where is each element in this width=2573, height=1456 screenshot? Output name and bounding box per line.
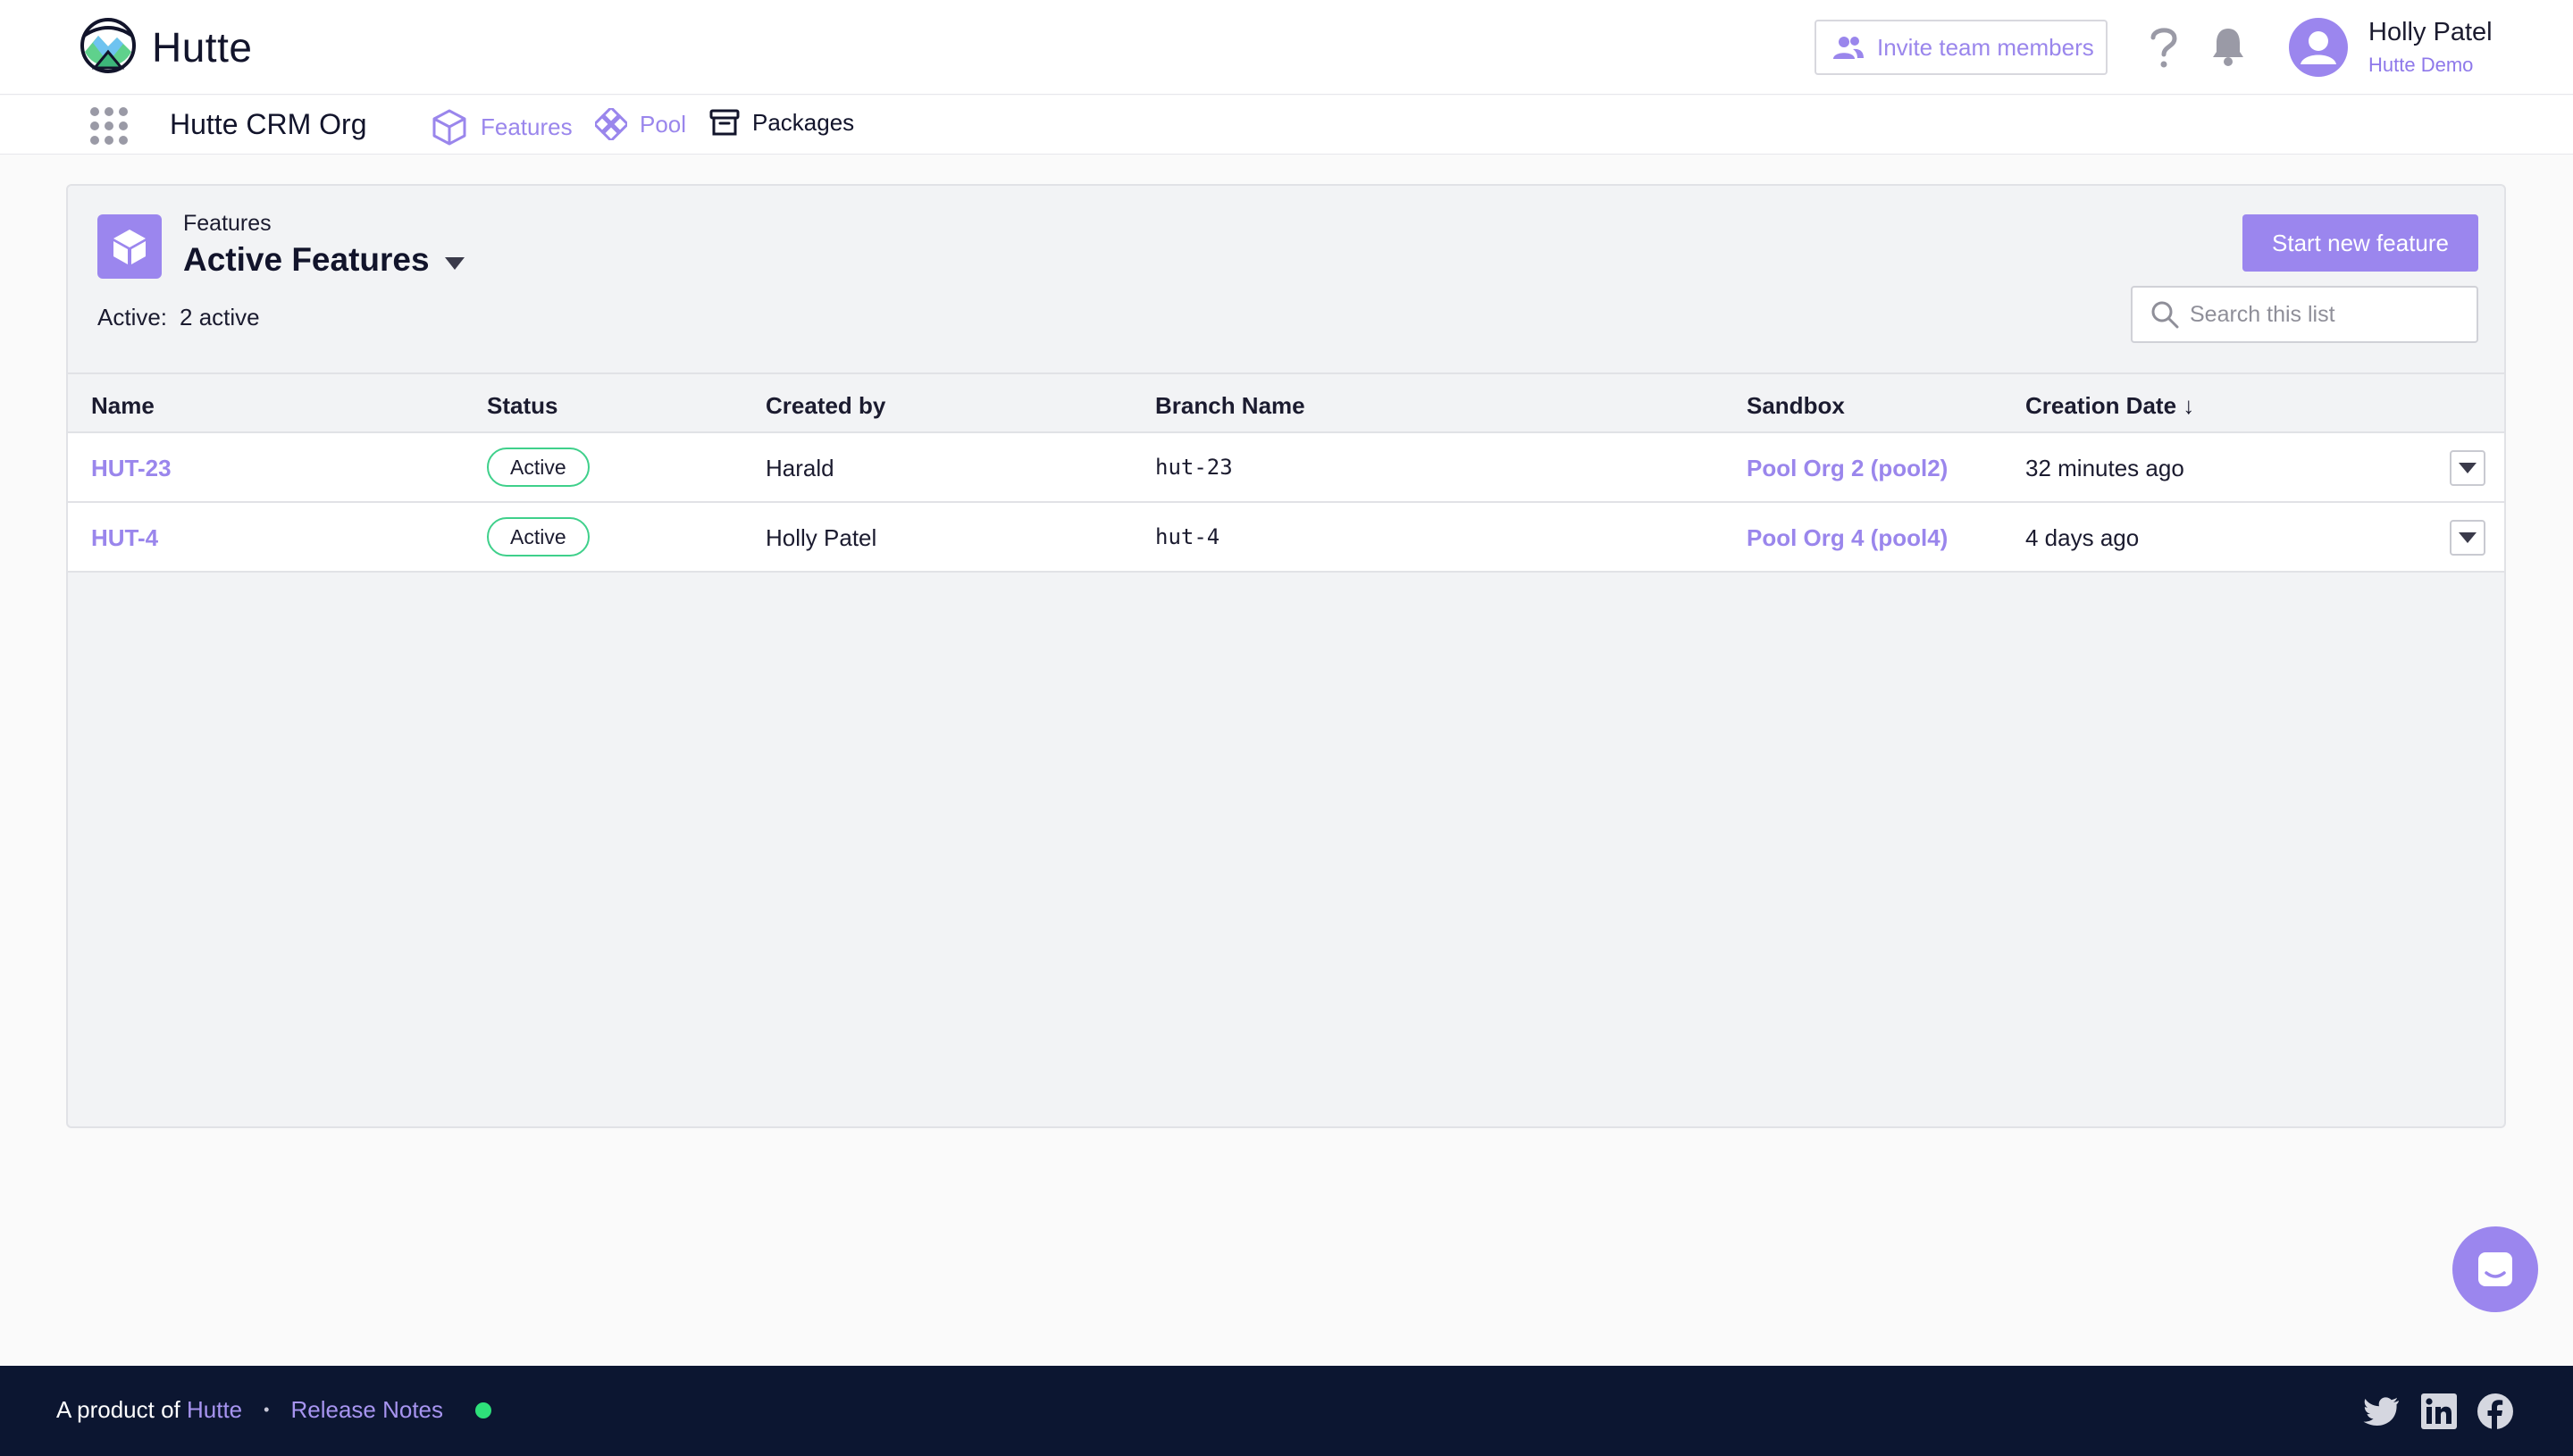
column-header-branch[interactable]: Branch Name	[1155, 392, 1305, 419]
start-new-feature-button[interactable]: Start new feature	[2242, 214, 2478, 272]
users-icon	[1833, 37, 1864, 59]
app-launcher-icon[interactable]	[89, 106, 129, 146]
package-icon	[709, 109, 740, 136]
nav-features[interactable]: Features	[431, 108, 573, 146]
linkedin-icon[interactable]	[2420, 1393, 2458, 1430]
top-header: Hutte Invite team members Holly Patel Hu…	[0, 0, 2573, 95]
branch-name: hut-4	[1155, 524, 1220, 549]
chat-icon	[2478, 1252, 2512, 1286]
table-header: Name Status Created by Branch Name Sandb…	[68, 372, 2504, 433]
status-badge: Active	[487, 517, 590, 556]
help-icon[interactable]	[2144, 23, 2183, 70]
caret-down-icon	[2459, 463, 2477, 473]
system-status-indicator	[475, 1402, 492, 1418]
active-count: Active: 2 active	[97, 304, 260, 331]
sandbox-link[interactable]: Pool Org 2 (pool2)	[1747, 455, 1949, 481]
caret-down-icon	[2459, 532, 2477, 543]
nav-packages[interactable]: Packages	[709, 108, 854, 137]
features-list-card: Features Active Features Active: 2 active…	[66, 184, 2506, 1128]
list-breadcrumb: Features	[183, 211, 272, 236]
table-row: HUT-4 Active Holly Patel hut-4 Pool Org …	[68, 503, 2504, 573]
features-badge	[97, 214, 162, 279]
creation-date: 4 days ago	[2025, 524, 2140, 551]
column-header-creation-date[interactable]: Creation Date ↓	[2025, 392, 2195, 419]
created-by: Holly Patel	[766, 524, 877, 551]
user-icon	[2301, 31, 2336, 64]
notifications-bell-icon[interactable]	[2210, 25, 2246, 68]
feature-name-link[interactable]: HUT-4	[91, 524, 159, 551]
status-badge: Active	[487, 448, 590, 487]
caret-down-icon[interactable]	[443, 255, 466, 272]
search-icon	[2151, 301, 2179, 329]
invite-label: Invite team members	[1877, 33, 2094, 61]
facebook-icon[interactable]	[2477, 1393, 2514, 1430]
column-header-name[interactable]: Name	[91, 392, 155, 419]
row-actions-button[interactable]	[2450, 450, 2485, 486]
release-notes-link[interactable]: Release Notes	[290, 1396, 444, 1423]
sub-navigation: Hutte CRM Org Features Pool Packages	[0, 96, 2573, 155]
brand-logo[interactable]: Hutte	[77, 16, 252, 79]
active-label: Active:	[97, 304, 168, 331]
pool-icon	[595, 108, 627, 140]
cube-icon	[113, 230, 146, 264]
features-table: Name Status Created by Branch Name Sandb…	[68, 372, 2504, 573]
user-avatar[interactable]	[2289, 18, 2348, 77]
cube-icon	[432, 109, 466, 146]
brand-name: Hutte	[152, 24, 253, 71]
creation-date: 32 minutes ago	[2025, 455, 2184, 481]
sandbox-link[interactable]: Pool Org 4 (pool4)	[1747, 524, 1949, 551]
twitter-icon[interactable]	[2363, 1393, 2401, 1430]
created-by: Harald	[766, 455, 834, 481]
feature-name-link[interactable]: HUT-23	[91, 455, 172, 481]
table-row: HUT-23 Active Harald hut-23 Pool Org 2 (…	[68, 433, 2504, 503]
chat-launcher-button[interactable]	[2452, 1226, 2538, 1312]
list-title[interactable]: Active Features	[183, 241, 430, 278]
column-header-status[interactable]: Status	[487, 392, 558, 419]
nav-pool-label: Pool	[640, 110, 687, 138]
column-header-created-by[interactable]: Created by	[766, 392, 886, 419]
footer-separator: •	[264, 1401, 270, 1418]
footer: A product of Hutte • Release Notes	[0, 1366, 2573, 1456]
invite-team-button[interactable]: Invite team members	[1815, 20, 2108, 75]
search-input[interactable]	[2190, 301, 2476, 328]
hutte-logo-icon	[80, 18, 136, 73]
footer-prefix: A product of	[56, 1396, 180, 1423]
row-actions-button[interactable]	[2450, 520, 2485, 556]
org-name: Hutte CRM Org	[170, 108, 367, 140]
nav-packages-label: Packages	[752, 108, 855, 136]
nav-features-label: Features	[481, 113, 573, 140]
search-box[interactable]	[2131, 286, 2478, 343]
user-name[interactable]: Holly Patel	[2368, 18, 2493, 46]
user-org[interactable]: Hutte Demo	[2368, 54, 2474, 76]
nav-pool[interactable]: Pool	[595, 108, 686, 140]
column-header-sandbox[interactable]: Sandbox	[1747, 392, 1845, 419]
branch-name: hut-23	[1155, 455, 1233, 480]
footer-brand-link[interactable]: Hutte	[187, 1396, 243, 1423]
footer-credits: A product of Hutte • Release Notes	[56, 1396, 492, 1424]
active-value: 2 active	[180, 304, 260, 331]
